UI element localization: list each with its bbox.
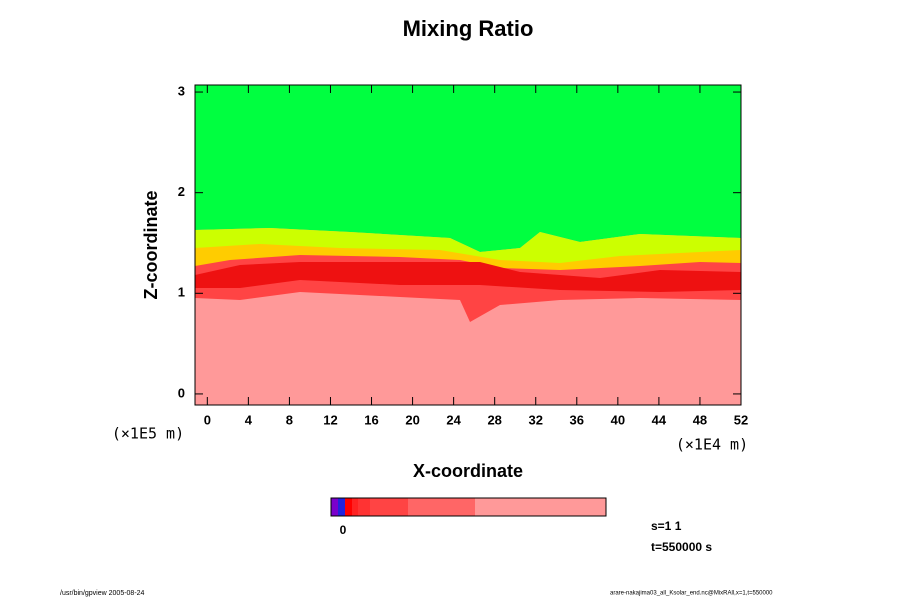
field-transition [195, 228, 741, 266]
field-band [195, 262, 741, 292]
x-tick-label: 16 [364, 412, 378, 427]
colorbar-swatch [331, 498, 338, 516]
field-high [195, 85, 741, 252]
colorbar: 0 [330, 497, 607, 537]
x-tick-label: 4 [245, 412, 253, 427]
colorbar-swatch [345, 498, 352, 516]
contour-field [195, 85, 741, 405]
annotation: t=550000 s [651, 540, 712, 554]
x-tick-label: 8 [286, 412, 293, 427]
colorbar-swatch [475, 498, 606, 516]
y-axis-label: Z-coordinate [141, 190, 161, 299]
colorbar-frame [330, 497, 607, 517]
x-unit: (×1E4 m) [676, 436, 748, 454]
x-tick-label: 28 [487, 412, 501, 427]
x-tick-label: 20 [405, 412, 419, 427]
y-unit: (×1E5 m) [112, 425, 184, 443]
x-tick-label: 36 [570, 412, 584, 427]
footer-left: /usr/bin/gpview 2005-08-24 [60, 590, 145, 597]
colorbar-swatch [338, 498, 345, 516]
x-tick-label: 52 [734, 412, 748, 427]
x-tick-label: 40 [611, 412, 625, 427]
chart-title: Mixing Ratio [403, 16, 534, 41]
x-tick-label: 12 [323, 412, 337, 427]
plot-frame [194, 84, 742, 406]
x-tick-label: 32 [529, 412, 543, 427]
field-transition [195, 244, 741, 272]
x-tick-label: 24 [446, 412, 461, 427]
x-tick-label: 44 [652, 412, 667, 427]
x-tick-label: 0 [204, 412, 211, 427]
annotation: s=1 1 [651, 519, 682, 533]
x-axis-label: X-coordinate [413, 461, 523, 481]
y-tick-label: 1 [178, 285, 185, 300]
x-tick-label: 48 [693, 412, 707, 427]
colorbar-swatch [408, 498, 475, 516]
colorbar-label: 0 [340, 523, 347, 537]
y-tick-label: 3 [178, 83, 185, 98]
y-tick-label: 0 [178, 385, 185, 400]
colorbar-swatch [358, 498, 370, 516]
y-tick-label: 2 [178, 184, 185, 199]
colorbar-swatch [370, 498, 408, 516]
footer-right: arare-nakajima03_all_Ksolar_end.nc@MixRA… [610, 591, 773, 597]
colorbar-swatch [352, 498, 358, 516]
